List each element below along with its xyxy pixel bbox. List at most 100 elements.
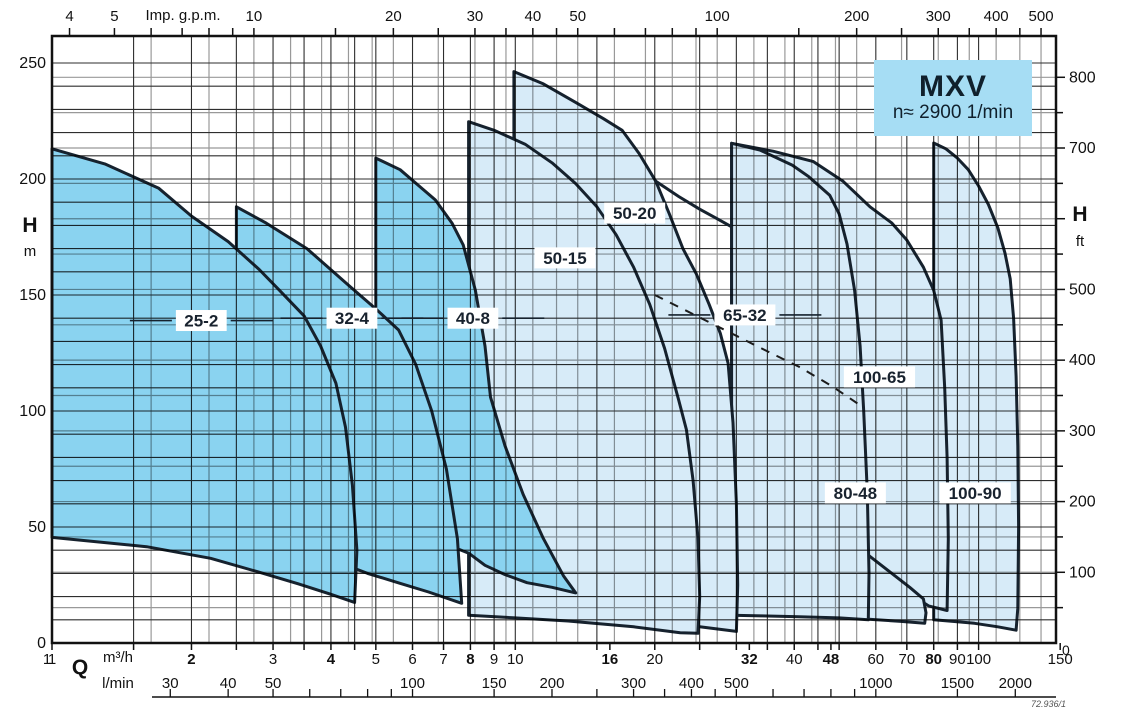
region-label-25-2: 25-2 — [184, 312, 218, 331]
axis-label: 50 — [28, 519, 46, 536]
axis-label: 400 — [679, 675, 704, 692]
axis-label: 40 — [786, 651, 803, 668]
axis-label: 50 — [265, 675, 282, 692]
axis-label: 100 — [400, 675, 425, 692]
region-label-box — [534, 247, 596, 269]
axis-label: 200 — [844, 8, 869, 25]
axis-label: 2000 — [999, 675, 1032, 692]
axis-label: 100 — [1069, 564, 1096, 581]
axis-label: 300 — [1069, 423, 1096, 440]
axis-label: 150 — [482, 675, 507, 692]
chart-speed-subtitle: n≈ 2900 1/min — [892, 102, 1014, 124]
region-label-32-4: 32-4 — [335, 309, 370, 328]
axis-label: 150 — [19, 287, 46, 304]
h-unit-ft: ft — [1076, 233, 1085, 250]
axis-label: 30 — [467, 8, 484, 25]
axis-label: 1 — [43, 651, 51, 668]
axis-label: 1500 — [941, 675, 974, 692]
axis-label: 300 — [621, 675, 646, 692]
axis-label: 100 — [705, 8, 730, 25]
axis-label: 10 — [246, 8, 263, 25]
region-label-box — [843, 366, 916, 388]
axis-label: 8 — [466, 651, 474, 668]
axis-label: 6 — [408, 651, 416, 668]
axis-label: 400 — [1069, 352, 1096, 369]
document-reference: 72.936/1 — [1030, 699, 1066, 709]
axis-label: 250 — [19, 55, 46, 72]
axis-label: 100 — [966, 651, 991, 668]
axis-label: 1 — [48, 651, 56, 668]
region-label-box — [824, 482, 886, 504]
region-label-50-20: 50-20 — [613, 204, 656, 223]
axis-label: 500 — [1069, 281, 1096, 298]
axis-label: 30 — [162, 675, 179, 692]
region-label-box — [326, 307, 378, 329]
region-label-50-15: 50-15 — [543, 249, 586, 268]
left-axis-m: 0 50 100 150 200 250 Hm 1 — [19, 55, 51, 668]
axis-label: 70 — [898, 651, 915, 668]
region-25-2 — [50, 147, 359, 604]
axis-label: 4 — [327, 651, 336, 668]
axis-label: 5 — [372, 651, 380, 668]
axis-label: 200 — [539, 675, 564, 692]
axis-label: 100 — [19, 403, 46, 420]
axis-label: 20 — [646, 651, 663, 668]
axis-label: 90 — [949, 651, 966, 668]
region-labels: 25-2 32-4 40-8 50-15 50-20 65-32 100-65 80-48 10… — [129, 202, 1011, 504]
axis-label: 80 — [925, 651, 942, 668]
axis-label: 2 — [187, 651, 195, 668]
region-label-100-90: 100-90 — [949, 484, 1002, 503]
axis-label: 7 — [439, 651, 447, 668]
axis-label: 48 — [823, 651, 840, 668]
axis-label: 9 — [490, 651, 498, 668]
axis-label: 200 — [19, 171, 46, 188]
gridlines — [52, 36, 1056, 643]
axis-label: 50 — [569, 8, 586, 25]
axis-label: 32 — [741, 651, 758, 668]
region-label-65-32: 65-32 — [723, 306, 766, 325]
right-axis-ft: 100 200 300 400 500 700 800 Hft — [1056, 69, 1096, 609]
axis-label: 0 — [37, 635, 46, 652]
h-axis-label-right: H — [1072, 203, 1087, 226]
axis-label: 20 — [385, 8, 402, 25]
axis-label: 200 — [1069, 494, 1096, 511]
axis-label: 5 — [110, 8, 118, 25]
axis-label: 1000 — [859, 675, 892, 692]
axis-label: 500 — [1029, 8, 1054, 25]
top-axis-unit: Imp. g.p.m. — [145, 7, 220, 24]
region-label-box — [175, 310, 227, 332]
axis-label: 40 — [524, 8, 541, 25]
h-axis-label-left: H — [22, 214, 37, 237]
guide-curves — [654, 179, 859, 405]
region-label-box — [447, 307, 499, 329]
axis-label: 150 — [1048, 651, 1073, 668]
axis-label: 800 — [1069, 69, 1096, 86]
q-unit-lmin: l/min — [102, 675, 134, 692]
h-unit-m: m — [24, 243, 37, 260]
axis-label: 500 — [724, 675, 749, 692]
chart-title: MXV — [918, 69, 987, 103]
axis-label: 16 — [602, 651, 619, 668]
plot-frame — [50, 34, 1058, 645]
axis-label: 60 — [867, 651, 884, 668]
axis-label: 10 — [507, 651, 524, 668]
axis-label: 700 — [1069, 140, 1096, 157]
region-label-80-48: 80-48 — [834, 484, 877, 503]
chart-title-box: MXV n≈ 2900 1/min — [874, 60, 1032, 136]
axis-label: 4 — [65, 8, 73, 25]
axis-label: 40 — [220, 675, 237, 692]
q-unit-m3h: m³/h — [103, 649, 133, 666]
region-100-90 — [932, 141, 1021, 632]
region-label-40-8: 40-8 — [456, 309, 490, 328]
region-label-box — [939, 482, 1011, 504]
axis-label: 400 — [984, 8, 1009, 25]
q-axis-label: Q — [72, 656, 88, 679]
top-axis-gpm: 4 5 10 20 30 40 50 100 200 300 400 500 Imp. g.p.m. — [65, 7, 1054, 36]
right-axis-zero: 0 — [1062, 642, 1070, 658]
axis-label: 3 — [269, 651, 277, 668]
region-label-100-65: 100-65 — [853, 368, 906, 387]
region-label-box — [604, 202, 666, 224]
